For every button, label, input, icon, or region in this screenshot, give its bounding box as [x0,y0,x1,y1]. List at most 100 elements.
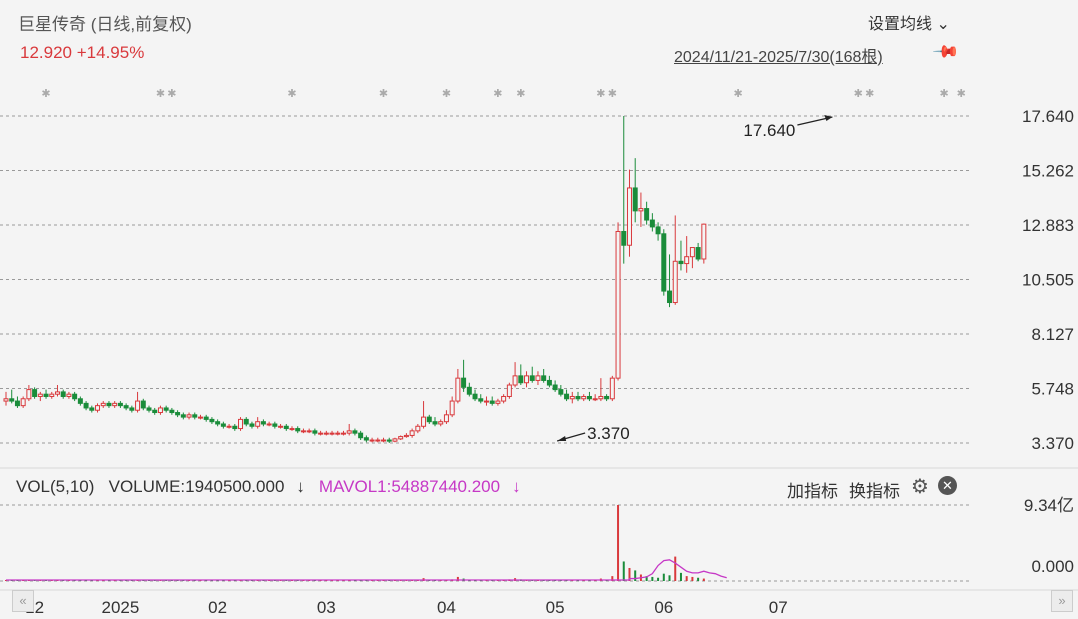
candle-body [272,423,278,427]
candle [175,410,181,418]
candle [386,437,392,443]
candle [117,401,123,408]
volume-bar [628,567,631,581]
event-marker-icon[interactable]: ✱ [379,88,388,100]
volume-bar [634,570,637,581]
candle [266,421,272,427]
candle-body [512,375,518,386]
double-right-icon[interactable]: » [1051,590,1073,612]
candle [569,391,575,404]
candle-body [432,421,438,425]
candle-body [283,425,289,430]
candle [112,401,118,408]
candle [157,405,163,415]
candle-body [112,402,118,407]
low-arrowhead [557,436,567,441]
candle-body [644,208,650,221]
candle [449,396,455,418]
candle [14,396,20,408]
volume-bar [674,556,677,581]
candle [455,368,461,404]
candle [346,423,352,436]
event-marker-icon[interactable]: ✱ [167,88,176,100]
volume-min-label: 0.000 [1031,557,1074,576]
candle-body [535,375,541,381]
candle-body [220,423,226,427]
candle [260,419,266,427]
candle [667,254,673,308]
candle [626,169,632,257]
candle-body [266,423,272,426]
date-range-link[interactable]: 2024/11/21-2025/7/30(168根) [674,49,883,66]
candle-body [192,414,198,418]
candle-body [83,402,89,409]
event-marker-icon[interactable]: ✱ [608,88,617,100]
event-marker-icon[interactable]: ✱ [41,88,50,100]
candle-body [586,395,592,400]
candle [524,371,530,388]
candle [695,242,701,262]
price-tick-label: 12.883 [1022,216,1074,235]
candle [369,437,375,443]
candle-body [541,375,547,381]
x-tick-label: 06 [654,598,673,617]
set-ma-button[interactable]: 设置均线 ⌄ [868,10,950,34]
candle [20,396,26,408]
candle-body [232,425,238,430]
candle [392,437,398,443]
event-marker-icon[interactable]: ✱ [865,88,874,100]
candle-body [546,379,552,386]
mavol-line [6,559,727,581]
event-marker-icon[interactable]: ✱ [442,88,451,100]
close-icon[interactable]: ✕ [938,476,957,495]
gear-icon[interactable]: ⚙ [911,476,929,498]
candle-body [689,247,695,258]
candle [272,421,278,429]
candle-body [95,405,101,411]
candle-body [43,393,49,397]
event-marker-icon[interactable]: ✱ [854,88,863,100]
event-marker-icon[interactable]: ✱ [156,88,165,100]
high-arrowhead [824,115,833,121]
event-marker-icon[interactable]: ✱ [516,88,525,100]
event-marker-icon[interactable]: ✱ [939,88,948,100]
candle [180,412,186,420]
candle-body [175,412,181,416]
candle [3,391,9,406]
candle [358,430,364,441]
candle-body [672,260,678,304]
candle-body [318,432,324,435]
event-marker-icon[interactable]: ✱ [734,88,743,100]
candle [323,430,329,436]
candle [541,368,547,383]
candle [100,401,106,408]
event-marker-icon[interactable]: ✱ [596,88,605,100]
volume-bar [645,576,648,581]
candle-body [626,187,632,246]
candle-body [300,430,306,433]
candle [192,412,198,420]
candle [278,423,284,429]
candle-body [421,416,427,427]
mavol-down-arrow-icon: ↓ [512,477,521,496]
candle-body [386,439,392,442]
double-left-icon[interactable]: « [12,590,34,612]
candle [661,229,667,296]
swap-indicator-button[interactable]: 换指标 [849,482,900,501]
candle [489,396,495,406]
candle [403,433,409,438]
candle-body [37,393,43,397]
candle-body [415,425,421,432]
event-marker-icon[interactable]: ✱ [287,88,296,100]
candle-body [461,377,467,388]
candle [586,391,592,402]
candle [43,389,49,399]
candle [609,375,615,402]
event-marker-icon[interactable]: ✱ [957,88,966,100]
candle [329,430,335,436]
candle-body [604,395,610,400]
event-marker-icon[interactable]: ✱ [493,88,502,100]
add-indicator-button[interactable]: 加指标 [787,482,838,501]
price-tick-label: 8.127 [1031,325,1074,344]
